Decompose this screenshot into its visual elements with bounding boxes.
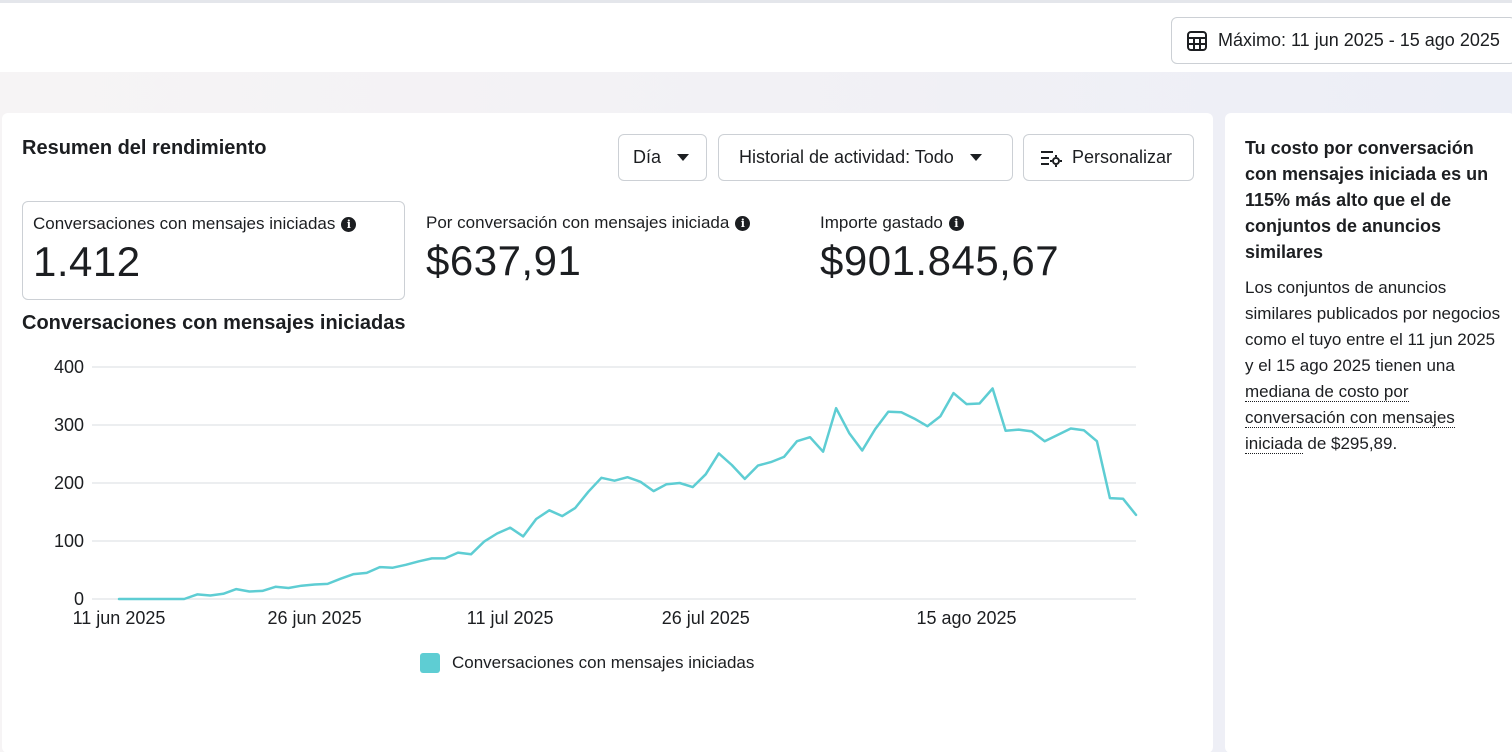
y-tick-label: 0 — [74, 589, 84, 609]
chart-legend[interactable]: Conversaciones con mensajes iniciadas — [420, 653, 754, 673]
metric-cost-per-conversation[interactable]: Por conversación con mensajes iniciada i… — [416, 201, 801, 300]
x-tick-label: 26 jul 2025 — [662, 608, 750, 628]
insight-body-intro: Los conjuntos de anuncios similares publ… — [1245, 278, 1501, 375]
performance-summary-panel: Resumen del rendimiento Día Historial de… — [2, 113, 1213, 752]
date-range-button[interactable]: Máximo: 11 jun 2025 - 15 ago 2025 — [1171, 17, 1512, 64]
insight-body-outro: de $295,89. — [1302, 434, 1398, 453]
chart-title: Conversaciones con mensajes iniciadas — [22, 312, 406, 334]
y-tick-label: 200 — [54, 473, 84, 493]
y-tick-label: 100 — [54, 531, 84, 551]
insight-title: Tu costo por conversación con mensajes i… — [1245, 138, 1489, 262]
y-tick-label: 400 — [54, 357, 84, 377]
activity-history-label: Historial de actividad: Todo — [739, 147, 954, 167]
info-icon[interactable]: i — [948, 215, 964, 231]
x-tick-label: 15 ago 2025 — [916, 608, 1016, 628]
customize-button[interactable]: Personalizar — [1023, 134, 1194, 181]
calendar-grid-icon — [1187, 30, 1207, 51]
y-tick-label: 300 — [54, 415, 84, 435]
info-icon[interactable]: i — [341, 216, 357, 232]
x-tick-label: 26 jun 2025 — [268, 608, 362, 628]
x-tick-label: 11 jul 2025 — [467, 608, 554, 628]
settings-sliders-icon — [1041, 150, 1062, 167]
metric-value: $637,91 — [426, 237, 582, 284]
metric-value: 1.412 — [33, 238, 141, 285]
activity-history-dropdown[interactable]: Historial de actividad: Todo — [718, 134, 1013, 181]
metric-label: Importe gastado — [820, 213, 943, 232]
chevron-down-icon — [677, 154, 690, 161]
granularity-dropdown[interactable]: Día — [618, 134, 707, 181]
insight-panel: Tu costo por conversación con mensajes i… — [1225, 113, 1512, 752]
date-range-label: Máximo: 11 jun 2025 - 15 ago 2025 — [1218, 30, 1500, 50]
legend-swatch — [420, 653, 440, 673]
info-icon[interactable]: i — [735, 215, 751, 231]
insight-body: Los conjuntos de anuncios similares publ… — [1245, 275, 1501, 457]
x-tick-label: 11 jun 2025 — [73, 608, 166, 628]
chevron-down-icon — [969, 154, 982, 161]
metric-value: $901.845,67 — [820, 237, 1060, 284]
customize-label: Personalizar — [1072, 147, 1173, 167]
metric-amount-spent[interactable]: Importe gastado i $901.845,67 — [810, 201, 1195, 300]
top-bar: Máximo: 11 jun 2025 - 15 ago 2025 — [0, 0, 1512, 72]
panel-title: Resumen del rendimiento — [22, 137, 267, 159]
metric-label: Por conversación con mensajes iniciada — [426, 213, 730, 232]
series-line — [117, 387, 1138, 601]
median-cost-link[interactable]: mediana de costo por conversación con me… — [1245, 382, 1455, 454]
granularity-label: Día — [633, 147, 662, 167]
metric-conversations[interactable]: Conversaciones con mensajes iniciadas i … — [22, 201, 405, 300]
metric-label: Conversaciones con mensajes iniciadas — [33, 214, 336, 233]
legend-label: Conversaciones con mensajes iniciadas — [452, 653, 755, 672]
line-chart: 0 100 200 300 400 11 jun 2025 26 jun 2025 11 ju… — [54, 357, 1138, 628]
